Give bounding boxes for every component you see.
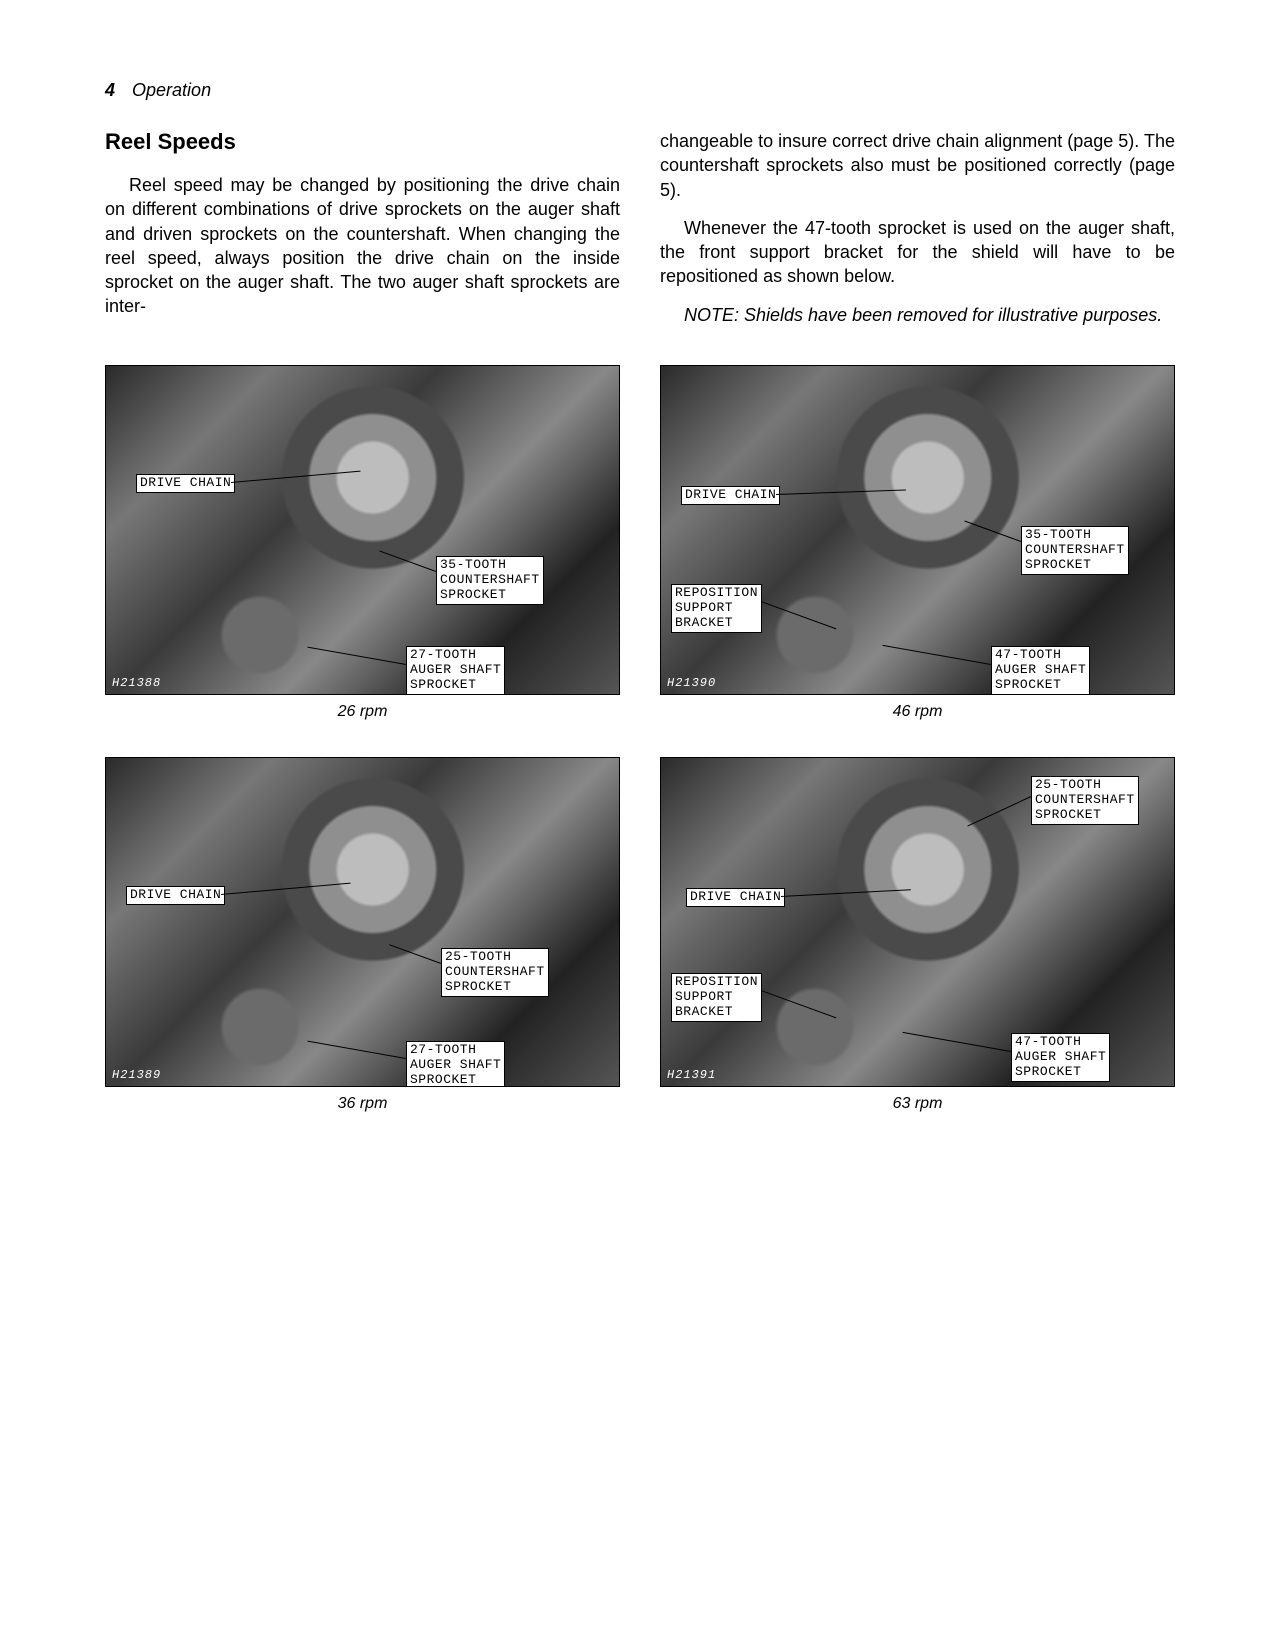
paragraph-1: Reel speed may be changed by positioning… [105,173,620,319]
note-paragraph: NOTE: Shields have been removed for illu… [660,303,1175,327]
page-number: 4 [105,80,115,100]
paragraph-2: changeable to insure correct drive chain… [660,129,1175,202]
leader-line [967,796,1031,826]
callout-label: REPOSITION SUPPORT BRACKET [671,584,762,633]
callout-label: 27-TOOTH AUGER SHAFT SPROCKET [406,1041,505,1087]
paragraph-3: Whenever the 47-tooth sprocket is used o… [660,216,1175,289]
leader-line [776,490,906,496]
callout-label: REPOSITION SUPPORT BRACKET [671,973,762,1022]
photo-reference: H21391 [667,1068,716,1082]
figure-grid: DRIVE CHAIN 35-TOOTH COUNTERSHAFT SPROCKE… [105,365,1175,1113]
leader-line [883,645,992,665]
callout-label: 25-TOOTH COUNTERSHAFT SPROCKET [441,948,549,997]
callout-label: DRIVE CHAIN [136,474,235,493]
callout-label: 27-TOOTH AUGER SHAFT SPROCKET [406,646,505,695]
callout-label: 35-TOOTH COUNTERSHAFT SPROCKET [1021,526,1129,575]
figure-caption: 26 rpm [338,703,388,721]
figure-3: 25-TOOTH COUNTERSHAFT SPROCKET DRIVE CHAI… [660,757,1175,1113]
figure-caption: 63 rpm [893,1095,943,1113]
text-columns: Reel Speeds Reel speed may be changed by… [105,129,1175,341]
figure-2: DRIVE CHAIN 25-TOOTH COUNTERSHAFT SPROCKE… [105,757,620,1113]
manual-page: 4 Operation Reel Speeds Reel speed may b… [0,0,1275,1650]
leader-line [389,944,441,964]
figure-caption: 36 rpm [338,1095,388,1113]
page-header: 4 Operation [105,80,1175,101]
left-column: Reel Speeds Reel speed may be changed by… [105,129,620,341]
callout-label: 47-TOOTH AUGER SHAFT SPROCKET [1011,1033,1110,1082]
mechanical-photo: 25-TOOTH COUNTERSHAFT SPROCKET DRIVE CHAI… [660,757,1175,1087]
right-column: changeable to insure correct drive chain… [660,129,1175,341]
leader-line [307,1041,406,1059]
callout-label: 47-TOOTH AUGER SHAFT SPROCKET [991,646,1090,695]
page-section: Operation [132,80,211,100]
leader-line [379,551,436,572]
leader-line [761,990,837,1018]
leader-line [964,521,1021,542]
photo-reference: H21390 [667,676,716,690]
callout-label: DRIVE CHAIN [686,888,785,907]
callout-label: 25-TOOTH COUNTERSHAFT SPROCKET [1031,776,1139,825]
leader-line [903,1032,1012,1052]
section-title: Reel Speeds [105,129,620,155]
mechanical-photo: DRIVE CHAIN 35-TOOTH COUNTERSHAFT SPROCKE… [660,365,1175,695]
callout-label: DRIVE CHAIN [681,486,780,505]
leader-line [781,889,911,897]
callout-label: 35-TOOTH COUNTERSHAFT SPROCKET [436,556,544,605]
callout-label: DRIVE CHAIN [126,886,225,905]
leader-line [761,601,837,629]
leader-line [231,471,361,483]
figure-caption: 46 rpm [893,703,943,721]
photo-reference: H21388 [112,676,161,690]
mechanical-photo: DRIVE CHAIN 25-TOOTH COUNTERSHAFT SPROCKE… [105,757,620,1087]
photo-reference: H21389 [112,1068,161,1082]
leader-line [307,647,406,665]
leader-line [221,883,351,895]
figure-1: DRIVE CHAIN 35-TOOTH COUNTERSHAFT SPROCKE… [660,365,1175,721]
mechanical-photo: DRIVE CHAIN 35-TOOTH COUNTERSHAFT SPROCKE… [105,365,620,695]
figure-0: DRIVE CHAIN 35-TOOTH COUNTERSHAFT SPROCKE… [105,365,620,721]
